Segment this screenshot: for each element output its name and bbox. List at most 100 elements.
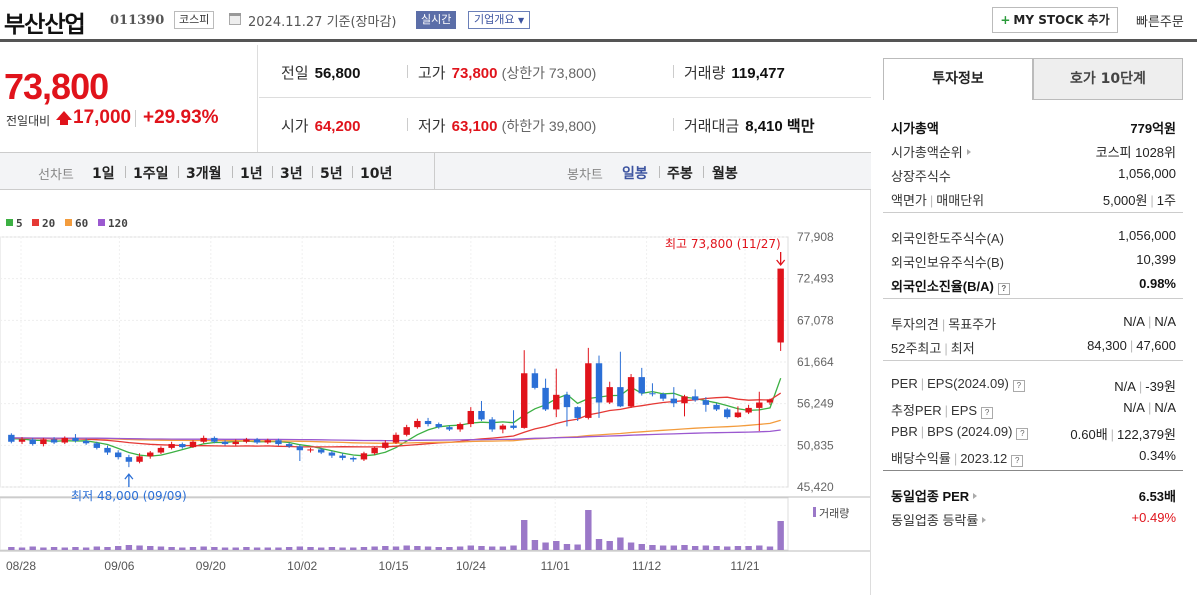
candle-daily[interactable]: 일봉 [622, 166, 648, 182]
divider: | [953, 451, 958, 466]
candle-body [29, 439, 36, 445]
volume-bar [627, 542, 635, 550]
info-label-text: 추정PER [891, 403, 942, 418]
candle-body [136, 456, 143, 462]
info-value: 5,000원 | 1주 [1103, 190, 1176, 209]
candle-monthly[interactable]: 월봉 [712, 166, 738, 182]
info-label-text: 2023.12 [960, 451, 1008, 466]
candle-body [179, 444, 186, 448]
candle-weekly[interactable]: 주봉 [667, 166, 693, 182]
quick-order-link[interactable]: 빠른주문 [1136, 15, 1184, 30]
add-mystock-button[interactable]: + MY STOCK 추가 [992, 7, 1118, 33]
help-icon[interactable]: ? [981, 407, 994, 419]
candle-body [456, 424, 464, 430]
y-tick-label: 50,835 [797, 438, 834, 452]
info-row: 외국인소진율(B/A)? 0.98% [883, 272, 1183, 296]
period-3y[interactable]: 3년 [280, 166, 303, 182]
x-tick-label: 10/24 [456, 559, 486, 573]
info-value: N/A | N/A [1123, 400, 1176, 415]
divider [312, 166, 313, 178]
tab-order-book[interactable]: 호가 10단계 [1033, 58, 1183, 100]
info-value-text: N/A [1123, 314, 1145, 329]
volume-bar [360, 547, 368, 550]
help-icon[interactable]: ? [1011, 455, 1024, 467]
volume-label: 거래량 [819, 507, 849, 520]
tab-investment-info[interactable]: 투자정보 [883, 58, 1033, 100]
candlestick-chart-svg[interactable]: 77,908 72,493 67,078 61,664 56,249 50,835 45,4… [0, 190, 870, 595]
x-tick-label: 10/15 [379, 559, 409, 573]
info-row: PBR | BPS (2024.09)? 0.60배 | 122,379원 [883, 420, 1183, 444]
volume-bar [93, 546, 101, 550]
volume-bar [510, 545, 517, 550]
volume-bar [296, 546, 304, 550]
divider: | [1147, 400, 1152, 415]
volume-bar [595, 539, 603, 550]
period-1y[interactable]: 1년 [240, 166, 263, 182]
divider: | [941, 317, 946, 332]
caret-down-icon: ▼ [517, 16, 525, 25]
candle-body [168, 444, 175, 448]
candle-body [221, 441, 229, 445]
upper-limit: (상한가 73,800) [501, 65, 597, 81]
caret-right-icon[interactable] [982, 517, 987, 523]
info-label-text: 상장주식수 [891, 169, 951, 184]
candle-body [371, 447, 378, 454]
candle-body [467, 410, 474, 425]
candle-body [606, 387, 613, 403]
volume-bar [563, 544, 571, 550]
y-tick-label: 72,493 [797, 272, 834, 286]
prev-close-label: 전일 [281, 65, 309, 82]
candle-body [211, 437, 218, 442]
candle-body [339, 455, 346, 458]
candle-body [8, 434, 15, 442]
volume-bar [403, 545, 410, 550]
prev-close-stat: 전일 56,800 [281, 62, 361, 83]
volume-bar [553, 541, 560, 550]
candle-body [574, 407, 581, 418]
candle-body [147, 452, 154, 457]
candle-body [777, 268, 784, 343]
stats-row-2: 시가 64,200 저가 63,100 (하한가 39,800) 거래대금 8,410… [259, 98, 871, 151]
caret-right-icon[interactable] [973, 493, 978, 499]
realtime-button[interactable]: 실시간 [416, 11, 457, 29]
info-label: PBR | BPS (2024.09)? [891, 424, 1029, 440]
volume-bar [147, 546, 154, 550]
caret-right-icon[interactable] [966, 149, 971, 155]
period-10y[interactable]: 10년 [360, 166, 393, 182]
info-label-text: 투자의견 [891, 317, 939, 332]
high-stat: 고가 73,800 (상한가 73,800) [418, 62, 596, 83]
volume-bar [756, 545, 763, 550]
volume-bar [414, 546, 421, 550]
info-value: +0.49% [1132, 510, 1176, 525]
info-value: 10,399 [1136, 252, 1176, 267]
open-stat: 시가 64,200 [281, 115, 361, 136]
change-value: 17,000 [73, 107, 132, 128]
stock-chart[interactable]: 77,908 72,493 67,078 61,664 56,249 50,835 45,4… [0, 190, 871, 595]
volume-bar [531, 540, 539, 550]
period-1w[interactable]: 1주일 [133, 166, 169, 182]
volume-bar [681, 545, 688, 550]
divider [883, 360, 1183, 361]
volume-bar [478, 546, 485, 550]
divider [232, 166, 233, 178]
candle-chart-label: 봉차트 [567, 168, 603, 183]
volume-label: 거래량 [684, 65, 726, 82]
info-label-text: 동일업종 등락률 [891, 513, 979, 528]
ma-line-20 [11, 392, 782, 448]
amount-value: 8,410 [745, 118, 783, 135]
company-overview-dropdown[interactable]: 기업개요 ▼ [468, 11, 531, 29]
volume-bar [382, 546, 389, 550]
info-label-text: 배당수익률 [891, 451, 951, 466]
info-label-text: 52주최고 [891, 341, 942, 356]
period-5y[interactable]: 5년 [320, 166, 343, 182]
candle-body [243, 439, 250, 442]
volume-bar [435, 547, 442, 550]
y-tick-label: 56,249 [797, 397, 834, 411]
help-icon[interactable]: ? [997, 283, 1010, 295]
help-icon[interactable]: ? [1016, 428, 1029, 440]
period-1d[interactable]: 1일 [92, 166, 115, 182]
help-icon[interactable]: ? [1012, 380, 1025, 392]
candle-body [424, 420, 432, 425]
period-3m[interactable]: 3개월 [186, 166, 222, 182]
info-value-text: 0.98% [1139, 276, 1176, 291]
